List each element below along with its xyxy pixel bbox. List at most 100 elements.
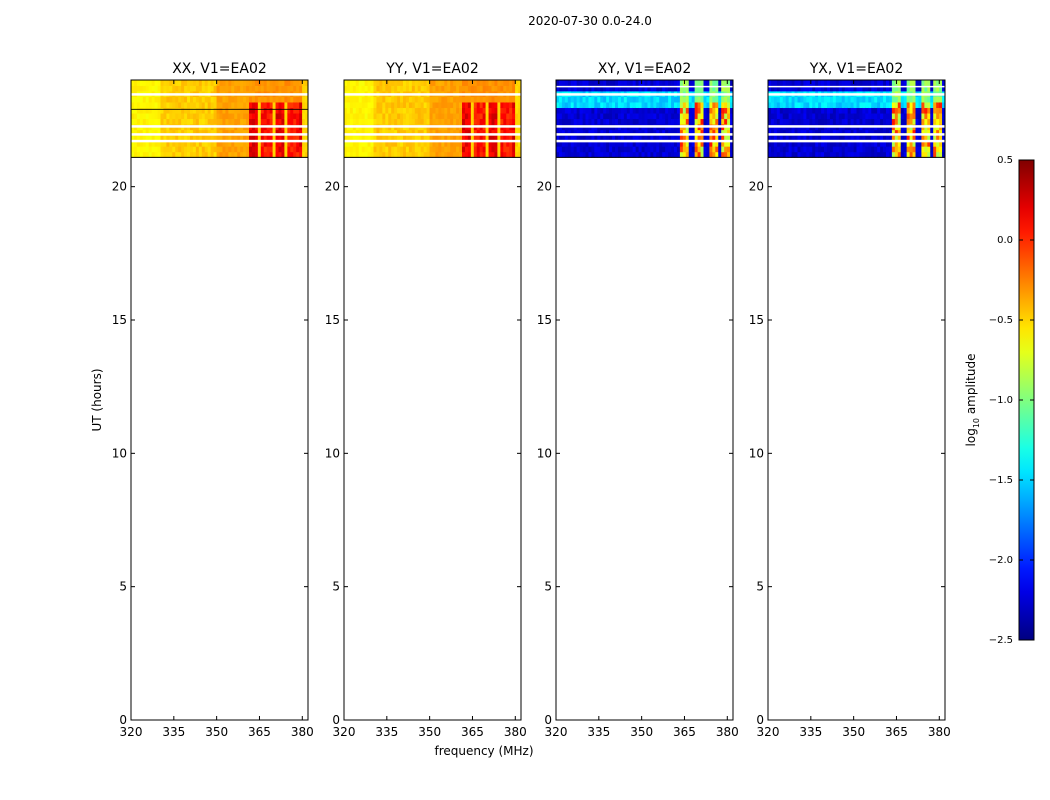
heatmap-cell: [785, 107, 790, 114]
heatmap-cell: [841, 85, 846, 92]
heatmap-cell: [148, 102, 153, 109]
heatmap-cell: [880, 85, 884, 92]
heatmap-cell: [444, 129, 448, 136]
heatmap-cell: [166, 135, 170, 142]
heatmap-cell: [791, 85, 795, 92]
heatmap-cell: [346, 113, 351, 120]
heatmap-cell: [933, 85, 937, 92]
heatmap-cell: [859, 107, 863, 114]
heatmap-cell: [768, 140, 772, 147]
heatmap-cell: [865, 80, 869, 86]
flagged-row: [344, 125, 521, 128]
heatmap-cell: [891, 96, 896, 103]
heatmap-cell: [382, 146, 386, 153]
heatmap-cell: [609, 140, 613, 147]
heatmap-cell: [263, 85, 268, 92]
heatmap-cell: [344, 129, 348, 136]
heatmap-cell: [488, 129, 492, 136]
heatmap-cell: [721, 96, 725, 103]
heatmap-cell: [352, 102, 357, 109]
heatmap-cell: [133, 107, 138, 114]
heatmap-cell: [432, 146, 436, 153]
heatmap-cell: [358, 118, 363, 125]
heatmap-cell: [829, 118, 834, 125]
heatmap-cell: [561, 140, 566, 147]
heatmap-cell: [891, 151, 896, 158]
heatmap-cell: [172, 151, 176, 158]
heatmap-cell: [609, 146, 613, 153]
heatmap-cell: [175, 129, 179, 136]
heatmap-cell: [567, 96, 572, 103]
heatmap-cell: [254, 107, 259, 114]
heatmap-cell: [936, 129, 940, 136]
heatmap-cell: [435, 113, 439, 120]
heatmap-cell: [160, 146, 164, 153]
heatmap-cell: [488, 107, 492, 114]
heatmap-cell: [302, 129, 306, 136]
heatmap-cell: [629, 140, 634, 147]
heatmap-cell: [518, 80, 522, 86]
heatmap-cell: [868, 129, 872, 136]
heatmap-cell: [653, 135, 657, 142]
heatmap-cell: [344, 85, 348, 92]
heatmap-cell: [358, 107, 363, 114]
heatmap-cell: [213, 102, 217, 109]
heatmap-cell: [210, 85, 214, 92]
heatmap-cell: [222, 102, 226, 109]
heatmap-cell: [405, 96, 410, 103]
heatmap-cell: [794, 96, 798, 103]
heatmap-cell: [556, 96, 560, 103]
heatmap-cell: [933, 96, 937, 103]
heatmap-cell: [886, 140, 890, 147]
heatmap-cell: [518, 107, 522, 114]
heatmap-cell: [844, 96, 849, 103]
heatmap-cell: [853, 129, 857, 136]
heatmap-cell: [674, 135, 678, 142]
heatmap-cell: [803, 85, 807, 92]
heatmap-cell: [709, 135, 713, 142]
heatmap-cell: [871, 129, 875, 136]
heatmap-cell: [133, 113, 138, 120]
heatmap-cell: [838, 80, 843, 86]
heatmap-cell: [942, 140, 946, 147]
heatmap-cell: [447, 146, 451, 153]
heatmap-cell: [494, 135, 498, 142]
heatmap-cell: [420, 140, 425, 147]
heatmap-cell: [871, 102, 875, 109]
heatmap-cell: [240, 85, 244, 92]
heatmap-cell: [567, 102, 572, 109]
heatmap-cell: [794, 113, 798, 120]
heatmap-cell: [721, 102, 725, 109]
heatmap-cell: [201, 85, 206, 92]
colorbar-label: log10 amplitude: [964, 354, 981, 447]
heatmap-cell: [903, 135, 908, 142]
heatmap-cell: [576, 118, 580, 125]
heatmap-cell: [497, 135, 501, 142]
heatmap-cell: [697, 113, 701, 120]
heatmap-cell: [671, 102, 675, 109]
heatmap-cell: [157, 80, 161, 86]
heatmap-cell: [225, 118, 229, 125]
heatmap-cell: [862, 102, 866, 109]
heatmap-cell: [930, 151, 934, 158]
heatmap-cell: [797, 151, 801, 158]
heatmap-cell: [482, 113, 486, 120]
heatmap-cell: [609, 113, 613, 120]
heatmap-cell: [509, 129, 513, 136]
heatmap-cell: [142, 80, 147, 86]
heatmap-cell: [500, 151, 504, 158]
heatmap-cell: [172, 96, 176, 103]
heatmap-cell: [166, 96, 170, 103]
heatmap-cell: [284, 113, 288, 120]
heatmap-cell: [924, 118, 928, 125]
heatmap-cell: [432, 113, 436, 120]
heatmap-cell: [933, 80, 937, 86]
heatmap-cell: [435, 96, 439, 103]
heatmap-cell: [556, 113, 560, 120]
heatmap-cell: [400, 140, 404, 147]
heatmap-cell: [942, 113, 946, 120]
heatmap-cell: [260, 85, 265, 92]
heatmap-cell: [773, 151, 778, 158]
colorbar-tick-label: −0.5: [989, 315, 1013, 326]
heatmap-cell: [169, 85, 173, 92]
